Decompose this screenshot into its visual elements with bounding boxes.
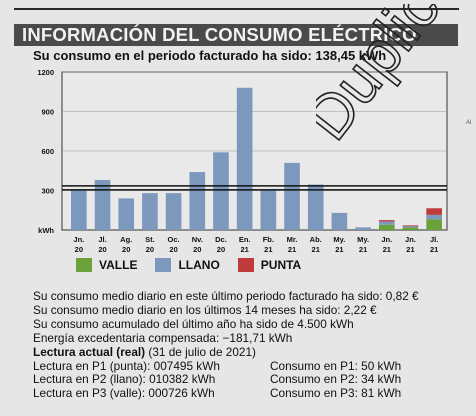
info-line-surplus-energy: Energía excedentaria compensada: −181,71… (33, 330, 293, 345)
bar-punta-14 (402, 225, 419, 227)
bar-llano-14 (402, 226, 419, 228)
bar-llano-9 (284, 162, 300, 230)
bar-punta-15 (426, 208, 442, 215)
x-tick-year-10: 21 (312, 245, 320, 254)
consumption-p2: Consumo en P2: 34 kWh (270, 372, 402, 387)
x-tick-month-6: Dc. (215, 235, 227, 244)
x-tick-year-0: 20 (75, 245, 83, 254)
x-tick-year-13: 21 (383, 245, 391, 254)
consumption-p3: Consumo en P3: 81 kWh (270, 386, 402, 401)
bar-llano-12 (355, 227, 371, 230)
legend-swatch-llano (155, 258, 172, 272)
bar-llano-1 (94, 179, 111, 230)
x-tick-month-14: Jn. (405, 235, 416, 244)
y-tick-label-300: 300 (41, 187, 54, 196)
x-tick-month-8: Fb. (263, 235, 274, 244)
bar-valle-14 (402, 227, 419, 230)
x-tick-year-4: 20 (169, 245, 177, 254)
info-line-avg-period: Su consumo medio diario en este último p… (33, 289, 419, 303)
x-tick-year-3: 20 (146, 245, 154, 254)
legend-label-valle: VALLE (99, 258, 138, 272)
bar-llano-7 (236, 87, 253, 230)
y-tick-label-900: 900 (41, 108, 54, 117)
info-line-avg-14-months: Su consumo medio diario en los últimos 1… (33, 302, 377, 317)
x-tick-year-11: 21 (335, 245, 343, 254)
x-tick-year-7: 21 (240, 245, 248, 254)
reading-row-p1: Lectura en P1 (punta): 007495 kWh Consum… (33, 358, 473, 374)
x-tick-month-2: Ag. (120, 235, 132, 244)
x-tick-year-1: 20 (98, 245, 106, 254)
consumption-p1: Consumo en P1: 50 kWh (270, 358, 402, 373)
x-tick-month-4: Oc. (168, 235, 180, 244)
consumption-info-block: Su consumo medio diario en este último p… (33, 289, 473, 401)
legend-item-valle: VALLE (76, 258, 137, 272)
x-tick-year-8: 21 (264, 245, 272, 254)
x-tick-year-15: 21 (430, 245, 438, 254)
y-tick-label-600: 600 (41, 147, 54, 156)
bar-llano-13 (378, 221, 395, 225)
x-tick-month-7: En. (239, 235, 251, 244)
top-border-line (14, 0, 459, 10)
current-reading-title: Lectura actual (real) (33, 344, 146, 359)
x-tick-month-0: Jn. (73, 235, 84, 244)
y-tick-label-0: kWh (38, 226, 54, 235)
bar-llano-15 (426, 214, 442, 220)
x-tick-year-9: 21 (288, 245, 296, 254)
reading-row-p2: Lectura en P2 (llano): 010382 kWh Consum… (33, 373, 473, 387)
x-tick-month-11: My. (333, 235, 345, 244)
x-tick-year-12: 21 (359, 245, 367, 254)
reading-p1: Lectura en P1 (punta): 007495 kWh (33, 358, 220, 373)
legend-label-punta: PUNTA (260, 258, 302, 272)
x-tick-month-9: Mr. (287, 235, 298, 244)
bar-llano-5 (189, 172, 206, 230)
current-reading-date: (31 de julio de 2021) (145, 344, 256, 359)
bar-punta-13 (378, 220, 395, 222)
x-tick-month-13: Jn. (381, 235, 392, 244)
reading-row-p3: Lectura en P3 (valle): 000726 kWh Consum… (33, 386, 473, 401)
bar-llano-8 (260, 189, 277, 230)
info-line-annual-total: Su consumo acumulado del último año ha s… (33, 316, 354, 331)
period-consumption-summary: Su consumo en el periodo facturado ha si… (33, 48, 387, 63)
x-tick-year-2: 20 (122, 245, 130, 254)
bar-llano-11 (331, 212, 348, 230)
bar-llano-10 (307, 184, 324, 230)
bar-valle-15 (426, 219, 442, 230)
x-tick-month-10: Ab. (310, 235, 322, 244)
y-tick-label-1200: 1200 (37, 68, 54, 77)
bar-llano-6 (213, 152, 229, 230)
legend-item-punta: PUNTA (237, 258, 302, 272)
bar-llano-2 (118, 198, 135, 230)
current-reading-heading: Lectura actual (real) (31 de julio de 20… (33, 344, 473, 360)
legend-item-llano: LLANO (155, 258, 220, 272)
legend-swatch-valle (76, 258, 92, 272)
x-tick-month-15: Jl. (430, 235, 438, 244)
side-mark-text: Al (466, 120, 472, 126)
bar-llano-3 (142, 193, 158, 230)
x-tick-month-12: My. (357, 235, 369, 244)
x-tick-month-5: Nv. (192, 235, 203, 244)
bar-llano-0 (71, 189, 87, 230)
x-tick-month-1: Jl. (98, 235, 106, 244)
x-tick-year-14: 21 (406, 245, 414, 254)
legend-swatch-punta (237, 258, 254, 272)
x-tick-year-6: 20 (217, 245, 225, 254)
x-tick-month-3: St. (145, 235, 155, 244)
chart-legend: VALLE LLANO PUNTA (76, 258, 319, 272)
legend-label-llano: LLANO (178, 258, 220, 272)
reading-p2: Lectura en P2 (llano): 010382 kWh (33, 372, 216, 387)
bar-valle-13 (378, 224, 395, 230)
bar-llano-4 (165, 193, 182, 230)
x-tick-year-5: 20 (193, 245, 201, 254)
reading-p3: Lectura en P3 (valle): 000726 kWh (33, 386, 215, 401)
page-title: INFORMACIÓN DEL CONSUMO ELÉCTRICO (14, 24, 458, 46)
